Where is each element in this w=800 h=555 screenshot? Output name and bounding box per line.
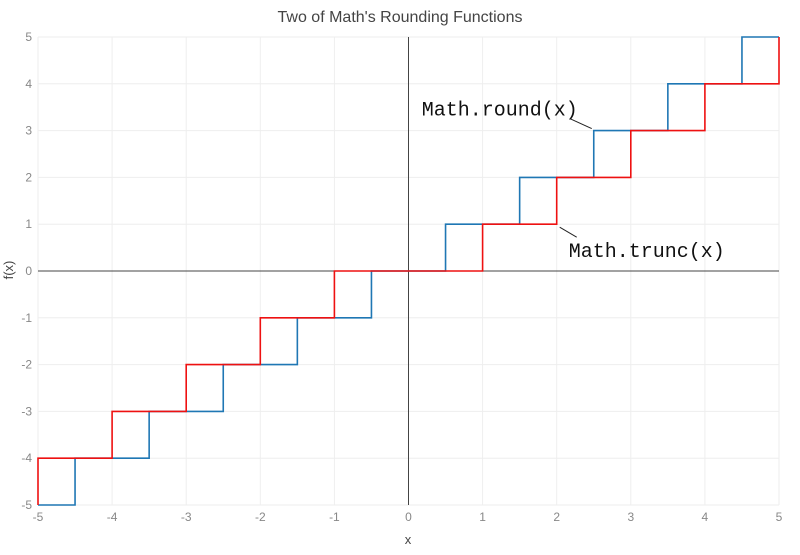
x-tick-label: 0 <box>405 510 412 524</box>
x-tick-label: -3 <box>181 510 192 524</box>
x-tick-label: 1 <box>479 510 486 524</box>
x-tick-label: 3 <box>627 510 634 524</box>
y-tick-label: -3 <box>21 404 32 418</box>
x-tick-label: -4 <box>107 510 118 524</box>
x-tick-label: 5 <box>776 510 783 524</box>
annotations: Math.round(x) Math.trunc(x) <box>422 100 725 265</box>
y-tick-label: -2 <box>21 358 32 372</box>
trunc-annotation: Math.trunc(x) <box>569 241 725 264</box>
x-tick-label: -2 <box>255 510 266 524</box>
chart-container: Two of Math's Rounding Functions -5 -4 -3 -… <box>0 0 800 550</box>
x-tick-label: 2 <box>553 510 560 524</box>
y-tick-label: 4 <box>25 77 32 91</box>
y-tick-label: 0 <box>25 264 32 278</box>
trunc-annotation-arrow <box>560 227 577 237</box>
x-tick-label: 4 <box>702 510 709 524</box>
y-tick-label: 1 <box>25 217 32 231</box>
y-tick-label: -4 <box>21 451 32 465</box>
x-tick-label: -1 <box>329 510 340 524</box>
y-tick-label: -1 <box>21 311 32 325</box>
y-tick-label: 3 <box>25 124 32 138</box>
y-axis-label: f(x) <box>1 261 16 280</box>
chart-title: Two of Math's Rounding Functions <box>278 9 523 26</box>
y-tick-label: -5 <box>21 498 32 512</box>
x-axis-label: x <box>405 532 412 547</box>
chart: Two of Math's Rounding Functions -5 -4 -3 -… <box>0 0 800 550</box>
y-tick-label: 2 <box>25 170 32 184</box>
x-tick-label: -5 <box>33 510 44 524</box>
round-annotation: Math.round(x) <box>422 100 578 123</box>
y-tick-label: 5 <box>25 30 32 44</box>
